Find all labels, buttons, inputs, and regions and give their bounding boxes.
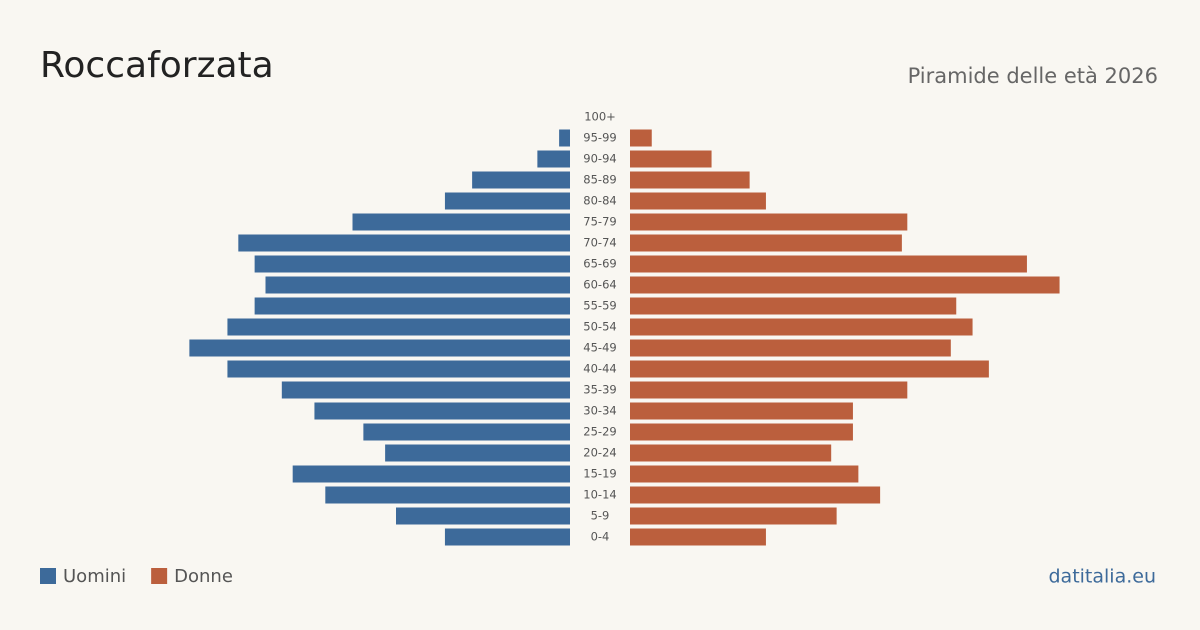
age-label: 95-99	[583, 131, 616, 145]
bar	[472, 171, 570, 189]
bar	[630, 423, 853, 441]
age-label: 85-89	[583, 173, 616, 187]
bar	[630, 255, 1027, 273]
bar	[630, 444, 832, 462]
age-label: 0-4	[591, 530, 610, 544]
legend-label: Uomini	[63, 566, 126, 587]
bar	[630, 150, 712, 168]
bar	[630, 213, 908, 231]
bar	[363, 423, 570, 441]
age-label: 60-64	[583, 278, 616, 292]
age-label: 15-19	[583, 467, 616, 481]
chart-title: Roccaforzata	[40, 45, 274, 86]
age-label: 90-94	[583, 152, 616, 166]
bar	[630, 486, 881, 504]
bar	[630, 192, 766, 210]
bar	[630, 381, 908, 399]
bar	[325, 486, 570, 504]
age-label: 10-14	[583, 488, 616, 502]
legend-swatch	[40, 568, 56, 584]
bar	[396, 507, 570, 525]
age-label: 30-34	[583, 404, 616, 418]
bar	[444, 528, 570, 546]
legend-label: Donne	[174, 566, 233, 587]
age-label: 20-24	[583, 446, 616, 460]
bar	[630, 318, 973, 336]
bar	[238, 234, 570, 252]
age-label: 75-79	[583, 215, 616, 229]
bar	[292, 465, 570, 483]
bar	[630, 339, 951, 357]
age-label: 35-39	[583, 383, 616, 397]
age-label: 55-59	[583, 299, 616, 313]
bar	[444, 192, 570, 210]
bar	[254, 297, 570, 315]
bar	[630, 507, 837, 525]
bar	[265, 276, 570, 294]
bar	[630, 234, 902, 252]
bar	[630, 276, 1060, 294]
bar	[189, 339, 570, 357]
bar	[385, 444, 570, 462]
bar	[630, 171, 750, 189]
bar	[630, 528, 766, 546]
age-label: 65-69	[583, 257, 616, 271]
bar	[630, 465, 859, 483]
bar	[630, 297, 957, 315]
age-label: 100+	[584, 110, 616, 124]
legend-swatch	[151, 568, 168, 584]
chart-subtitle: Piramide delle età 2026	[908, 64, 1158, 88]
bar	[559, 129, 570, 147]
age-label: 80-84	[583, 194, 616, 208]
bar	[352, 213, 570, 231]
source-link[interactable]: datitalia.eu	[1049, 566, 1157, 588]
age-label: 25-29	[583, 425, 616, 439]
bar	[630, 360, 989, 378]
bar	[630, 402, 853, 420]
age-label: 70-74	[583, 236, 616, 250]
bar	[314, 402, 570, 420]
bar	[254, 255, 570, 273]
bar	[227, 360, 570, 378]
bar	[537, 150, 570, 168]
age-label: 5-9	[591, 509, 610, 523]
age-label: 50-54	[583, 320, 616, 334]
bar	[227, 318, 570, 336]
bar	[630, 129, 652, 147]
bar	[281, 381, 570, 399]
age-label: 40-44	[583, 362, 616, 376]
age-label: 45-49	[583, 341, 616, 355]
